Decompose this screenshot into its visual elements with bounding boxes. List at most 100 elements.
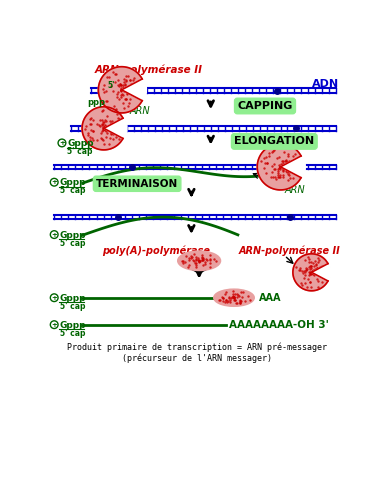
Point: [232, 297, 238, 304]
Point: [102, 122, 108, 130]
Point: [302, 256, 308, 263]
Text: (précurseur de l'ARN messager): (précurseur de l'ARN messager): [122, 353, 272, 363]
Point: [308, 270, 314, 277]
Point: [237, 296, 243, 303]
Point: [238, 297, 244, 305]
Point: [199, 253, 205, 261]
Point: [125, 103, 131, 110]
Point: [308, 268, 314, 275]
Point: [190, 258, 197, 265]
Point: [231, 294, 237, 301]
Point: [202, 259, 208, 266]
Point: [101, 123, 107, 130]
Point: [115, 114, 121, 122]
Point: [298, 264, 304, 272]
Point: [116, 82, 122, 90]
Point: [247, 296, 253, 304]
Point: [87, 120, 93, 127]
Point: [258, 158, 264, 165]
Point: [242, 297, 248, 305]
Point: [100, 85, 106, 93]
Point: [287, 174, 293, 182]
Point: [310, 259, 316, 267]
Point: [188, 252, 194, 260]
Point: [276, 163, 283, 171]
Point: [237, 299, 243, 307]
Point: [87, 115, 93, 123]
Point: [223, 296, 229, 304]
Point: [230, 287, 236, 295]
Point: [308, 268, 314, 275]
Text: +: +: [51, 295, 57, 301]
Point: [101, 88, 107, 96]
Point: [309, 270, 315, 277]
Point: [304, 265, 310, 273]
Point: [203, 255, 209, 263]
Point: [122, 96, 128, 103]
Point: [196, 257, 202, 264]
Point: [285, 176, 291, 183]
Point: [225, 297, 231, 305]
Point: [82, 125, 88, 133]
Point: [319, 278, 325, 285]
Point: [107, 134, 113, 142]
Point: [276, 173, 282, 181]
Point: [220, 294, 226, 301]
Point: [108, 82, 114, 90]
Text: 5': 5': [108, 80, 115, 90]
Point: [275, 143, 281, 151]
Point: [211, 255, 217, 263]
Point: [314, 258, 321, 266]
Point: [311, 271, 317, 278]
Point: [180, 257, 186, 264]
Point: [290, 153, 296, 160]
Point: [308, 284, 314, 291]
Point: [200, 254, 206, 262]
Point: [127, 76, 133, 84]
Point: [89, 116, 96, 124]
Point: [122, 80, 128, 88]
Point: [192, 259, 198, 267]
Point: [308, 270, 314, 278]
Point: [112, 70, 118, 78]
Point: [119, 91, 126, 98]
Point: [233, 293, 240, 301]
Point: [284, 168, 290, 176]
Point: [103, 127, 109, 135]
Point: [300, 281, 306, 288]
Point: [186, 256, 192, 263]
Text: 5' cap: 5' cap: [60, 239, 85, 248]
Point: [227, 297, 233, 304]
Point: [312, 257, 318, 264]
Text: ARN-polymérase II: ARN-polymérase II: [239, 246, 341, 256]
Point: [100, 126, 106, 134]
Point: [130, 76, 136, 84]
Point: [99, 107, 106, 115]
Text: 5' cap: 5' cap: [67, 147, 93, 156]
Text: TERMINAISON: TERMINAISON: [96, 179, 178, 189]
Text: Produit primaire de transcription = ARN pré-messager: Produit primaire de transcription = ARN …: [67, 342, 327, 352]
Point: [277, 165, 283, 173]
Point: [283, 159, 290, 166]
Point: [118, 81, 124, 89]
Point: [118, 86, 124, 93]
Point: [277, 173, 283, 181]
Point: [306, 271, 312, 279]
Point: [196, 258, 202, 265]
Point: [315, 283, 321, 291]
Point: [118, 92, 124, 100]
Point: [263, 154, 269, 161]
Point: [102, 122, 108, 129]
Point: [306, 268, 312, 275]
Point: [270, 147, 276, 154]
Point: [283, 159, 290, 167]
Point: [280, 168, 286, 175]
Point: [234, 290, 240, 298]
Point: [207, 251, 213, 259]
Point: [278, 160, 285, 168]
Point: [104, 129, 110, 137]
Point: [118, 86, 124, 94]
Point: [313, 262, 319, 269]
Point: [280, 173, 286, 181]
Point: [103, 73, 109, 81]
